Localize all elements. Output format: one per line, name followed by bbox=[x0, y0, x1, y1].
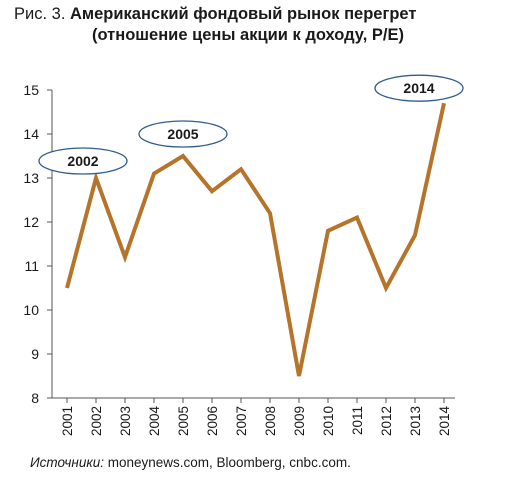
title-line2: (отношение цены акции к доходу, P/E) bbox=[92, 26, 404, 44]
y-tick-label: 12 bbox=[23, 214, 39, 230]
source-text: moneynews.com, Bloomberg, cnbc.com. bbox=[103, 455, 351, 470]
y-tick-label: 9 bbox=[31, 346, 39, 362]
x-tick-label: 2001 bbox=[60, 406, 75, 436]
x-tick-label: 2013 bbox=[408, 406, 423, 436]
y-tick-label: 14 bbox=[23, 126, 39, 142]
x-tick-label: 2009 bbox=[292, 406, 307, 436]
y-tick-label: 11 bbox=[24, 258, 39, 274]
y-tick-label: 10 bbox=[23, 302, 39, 318]
y-tick-label: 15 bbox=[23, 82, 39, 98]
callout-label: 2002 bbox=[67, 153, 98, 169]
callout-label: 2014 bbox=[403, 80, 434, 96]
x-tick-label: 2003 bbox=[118, 406, 133, 436]
callout-label: 2005 bbox=[167, 126, 198, 142]
callout-ellipse bbox=[374, 74, 464, 102]
source-lead: Источники: bbox=[30, 455, 104, 470]
y-tick-label: 8 bbox=[31, 390, 39, 406]
callout-ellipse bbox=[138, 120, 228, 148]
x-tick-label: 2006 bbox=[205, 406, 220, 436]
source-note: Источники: moneynews.com, Bloomberg, cnb… bbox=[30, 455, 351, 470]
figure-number: Рис. 3. bbox=[14, 5, 66, 23]
x-tick-label: 2004 bbox=[147, 406, 162, 437]
x-tick-label: 2012 bbox=[379, 406, 394, 436]
x-tick-label: 2002 bbox=[89, 406, 104, 436]
chart-title: Рис. 3. Американский фондовый рынок пере… bbox=[14, 4, 494, 46]
x-tick-label: 2014 bbox=[437, 406, 452, 437]
x-tick-label: 2005 bbox=[176, 406, 191, 436]
x-tick-label: 2008 bbox=[263, 406, 278, 436]
title-line1: Американский фондовый рынок перегрет bbox=[70, 5, 417, 23]
x-tick-label: 2007 bbox=[234, 406, 249, 436]
callout-ellipse bbox=[38, 147, 128, 175]
x-tick-label: 2011 bbox=[350, 406, 365, 435]
y-tick-label: 13 bbox=[23, 170, 39, 186]
pe-series-line bbox=[65, 102, 446, 377]
x-tick-label: 2010 bbox=[321, 406, 336, 436]
